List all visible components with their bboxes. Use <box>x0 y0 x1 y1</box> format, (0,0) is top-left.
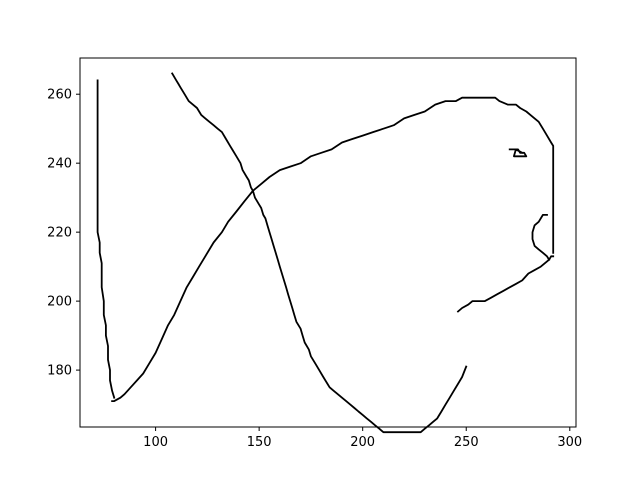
x-axis-ticks: 100 150 200 250 300 <box>143 427 582 450</box>
series-line-2 <box>96 79 116 399</box>
series-line-1 <box>170 72 468 434</box>
plot-lines <box>96 72 555 434</box>
x-tick-label: 150 <box>247 435 272 450</box>
series-line-6 <box>508 148 528 158</box>
x-tick-label: 300 <box>557 435 582 450</box>
y-tick-label: 180 <box>47 364 72 379</box>
y-axis-ticks: 180 200 220 240 260 <box>47 88 80 379</box>
series-line-4 <box>456 255 555 313</box>
series-line-5 <box>531 214 551 261</box>
y-tick-label: 240 <box>47 157 72 172</box>
series-line-3 <box>111 96 555 402</box>
x-tick-label: 200 <box>350 435 375 450</box>
y-tick-label: 220 <box>47 226 72 241</box>
y-tick-label: 260 <box>47 88 72 103</box>
x-tick-label: 250 <box>454 435 479 450</box>
x-tick-label: 100 <box>143 435 168 450</box>
plot-frame <box>79 57 577 428</box>
y-tick-label: 200 <box>47 295 72 310</box>
